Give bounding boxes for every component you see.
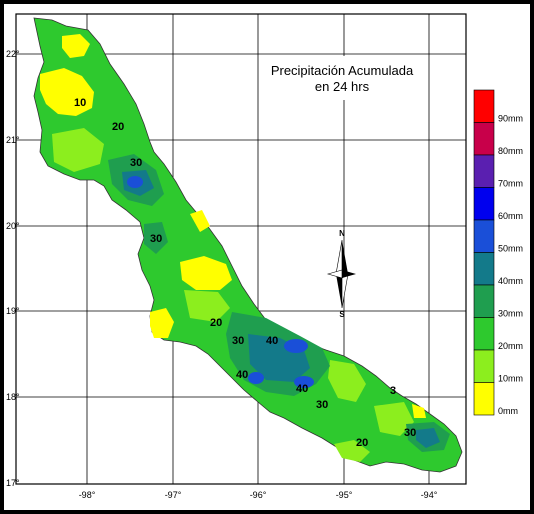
isohyet-label: 30 bbox=[404, 427, 416, 439]
legend-label: 10mm bbox=[498, 374, 523, 384]
isohyet-label: 40 bbox=[236, 369, 248, 381]
legend-label: 90mm bbox=[498, 114, 523, 124]
legend-label: 30mm bbox=[498, 309, 523, 319]
isohyet-label: 20 bbox=[356, 437, 368, 449]
zone-yellow-east bbox=[412, 404, 426, 418]
compass-west bbox=[326, 269, 343, 279]
compass-south-left bbox=[336, 274, 342, 308]
zone-lightgreen-center bbox=[184, 290, 230, 322]
compass-north-label: N bbox=[339, 229, 345, 238]
legend-swatch bbox=[473, 154, 495, 188]
zone-40-east bbox=[416, 428, 440, 448]
zone-lightgreen-south bbox=[328, 360, 366, 402]
precipitation-map: Precipitación Acumulada en 24 hrs bbox=[6, 13, 523, 500]
zone-lightgreen-north bbox=[52, 128, 104, 172]
compass-south-label: S bbox=[339, 310, 345, 319]
compass-north-right bbox=[342, 240, 348, 274]
legend-swatch bbox=[473, 122, 495, 156]
lon-label: -97° bbox=[165, 490, 182, 500]
zone-lightgreen-east bbox=[374, 402, 414, 436]
isohyet-label: 40 bbox=[296, 383, 308, 395]
lon-label: -98° bbox=[79, 490, 96, 500]
map-title-line1: Precipitación Acumulada bbox=[271, 63, 414, 78]
legend-label: 20mm bbox=[498, 341, 523, 351]
zone-50-south-b bbox=[248, 372, 264, 384]
legend-swatch bbox=[473, 252, 495, 286]
isohyet-label: 40 bbox=[266, 335, 278, 347]
map-title-line2: en 24 hrs bbox=[315, 79, 370, 94]
zone-50-north bbox=[127, 176, 143, 188]
lat-label: 22° bbox=[6, 49, 20, 59]
zone-30-mid bbox=[144, 222, 168, 254]
map-frame: Precipitación Acumulada en 24 hrs bbox=[4, 4, 530, 510]
compass-east bbox=[342, 270, 356, 278]
isohyet-label: 20 bbox=[112, 121, 124, 133]
isohyet-label: 30 bbox=[130, 157, 142, 169]
isohyet-label: 10 bbox=[74, 97, 86, 109]
zone-yellow-west bbox=[150, 308, 174, 338]
legend-swatch bbox=[473, 187, 495, 221]
legend-label: 60mm bbox=[498, 211, 523, 221]
precipitation-legend: 90mm 80mm 70mm 60mm 50mm 40mm 30mm 20mm 10mm 0mm bbox=[473, 89, 523, 416]
legend-swatch bbox=[473, 89, 495, 123]
legend-label: 0mm bbox=[498, 406, 518, 416]
isohyet-label: 3 bbox=[390, 385, 396, 397]
zone-50-south-c bbox=[294, 376, 314, 388]
isohyet-label: 30 bbox=[150, 233, 162, 245]
precip-zones-10mm bbox=[52, 128, 414, 462]
legend-label: 70mm bbox=[498, 179, 523, 189]
map-border bbox=[15, 13, 467, 485]
compass-north-left bbox=[335, 239, 343, 275]
zone-yellow-small bbox=[190, 210, 210, 232]
veracruz-state-shape bbox=[33, 17, 463, 473]
legend-swatch bbox=[473, 349, 495, 383]
legend-swatch bbox=[473, 284, 495, 318]
lat-label: 17° bbox=[6, 478, 20, 488]
zone-yellow-center bbox=[180, 256, 232, 290]
zone-yellow-top bbox=[62, 34, 90, 58]
zone-lightgreen-se bbox=[334, 440, 370, 462]
lat-label: 19° bbox=[6, 306, 20, 316]
lon-label: -94° bbox=[421, 490, 438, 500]
legend-swatch bbox=[473, 382, 495, 416]
north-arrow-icon: N S bbox=[326, 229, 356, 319]
compass-south-right bbox=[341, 273, 349, 309]
lon-label: -96° bbox=[250, 490, 267, 500]
legend-label: 40mm bbox=[498, 276, 523, 286]
legend-label: 80mm bbox=[498, 146, 523, 156]
zone-50-south-a bbox=[284, 339, 308, 353]
lat-label: 18° bbox=[6, 392, 20, 402]
isohyet-label: 20 bbox=[210, 317, 222, 329]
precip-zones-0mm bbox=[40, 34, 426, 418]
precip-zones-50mm bbox=[127, 176, 314, 388]
zone-yellow-north bbox=[40, 68, 94, 116]
lat-label: 21° bbox=[6, 135, 20, 145]
isohyet-label: 30 bbox=[316, 399, 328, 411]
isohyet-label: 30 bbox=[232, 335, 244, 347]
lon-label: -95° bbox=[336, 490, 353, 500]
legend-label: 50mm bbox=[498, 244, 523, 254]
legend-swatch bbox=[473, 317, 495, 351]
title-box bbox=[259, 56, 425, 100]
legend-swatch bbox=[473, 219, 495, 253]
lat-label: 20° bbox=[6, 221, 20, 231]
